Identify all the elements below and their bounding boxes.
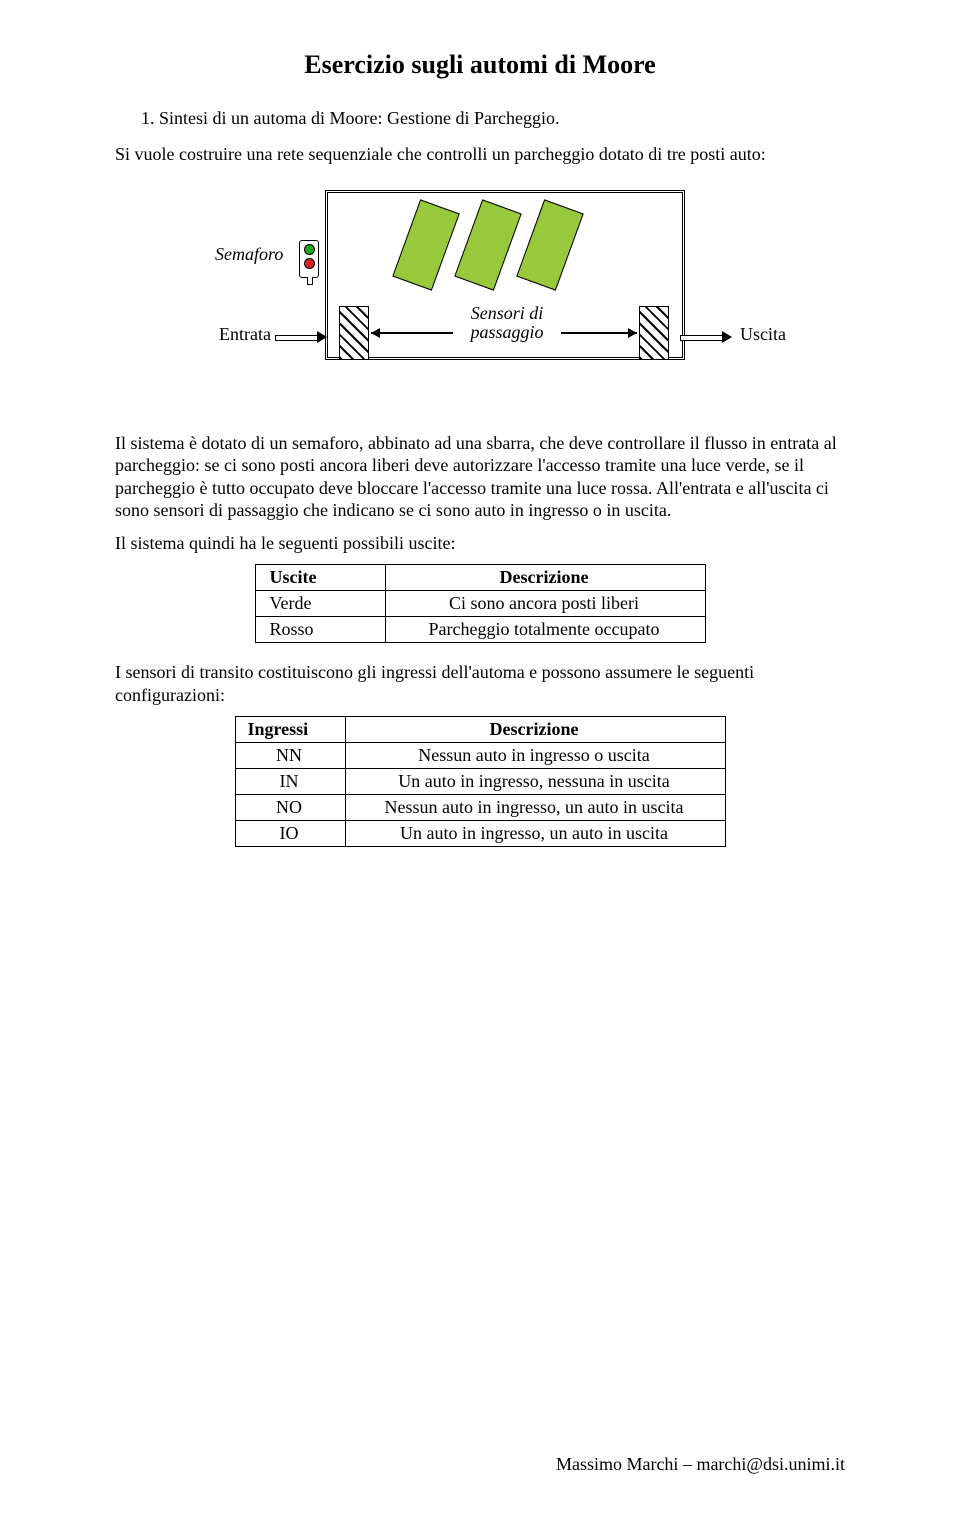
page-title: Esercizio sugli automi di Moore	[115, 50, 845, 80]
ingressi-cell: IO	[235, 821, 345, 847]
ingressi-col-header-1: Descrizione	[345, 717, 725, 743]
section-heading: 1. Sintesi di un automa di Moore: Gestio…	[141, 108, 845, 129]
ingressi-col-header-0: Ingressi	[235, 717, 345, 743]
sensor-arrow-right-icon	[561, 332, 637, 334]
label-semaforo: Semaforo	[215, 244, 283, 265]
ingressi-cell: Un auto in ingresso, nessuna in uscita	[345, 769, 725, 795]
gate-right	[639, 306, 669, 360]
table-header-row: Uscite Descrizione	[255, 565, 705, 591]
label-sensori: Sensori di passaggio	[457, 304, 557, 344]
uscite-cell: Verde	[255, 591, 385, 617]
body-paragraph-3: I sensori di transito costituiscono gli …	[115, 661, 845, 706]
ingressi-cell: Un auto in ingresso, un auto in uscita	[345, 821, 725, 847]
arrow-entrata-icon	[275, 332, 327, 342]
table-row: NO Nessun auto in ingresso, un auto in u…	[235, 795, 725, 821]
traffic-light-icon	[299, 240, 319, 278]
table-row: Rosso Parcheggio totalmente occupato	[255, 617, 705, 643]
ingressi-cell: IN	[235, 769, 345, 795]
label-sensori-line2: passaggio	[470, 322, 543, 342]
page-footer: Massimo Marchi – marchi@dsi.unimi.it	[556, 1454, 845, 1475]
uscite-cell: Parcheggio totalmente occupato	[385, 617, 705, 643]
ingressi-cell: NN	[235, 743, 345, 769]
table-header-row: Ingressi Descrizione	[235, 717, 725, 743]
uscite-cell: Ci sono ancora posti liberi	[385, 591, 705, 617]
sensor-arrow-left-icon	[371, 332, 453, 334]
arrow-uscita-icon	[680, 332, 732, 342]
label-uscita: Uscita	[740, 324, 786, 345]
ingressi-table: Ingressi Descrizione NN Nessun auto in i…	[235, 716, 726, 847]
ingressi-cell: Nessun auto in ingresso o uscita	[345, 743, 725, 769]
uscite-table: Uscite Descrizione Verde Ci sono ancora …	[255, 564, 706, 643]
label-sensori-line1: Sensori di	[471, 303, 544, 323]
gate-left	[339, 306, 369, 360]
uscite-col-header-1: Descrizione	[385, 565, 705, 591]
table-row: Verde Ci sono ancora posti liberi	[255, 591, 705, 617]
intro-paragraph: Si vuole costruire una rete sequenziale …	[115, 143, 845, 166]
ingressi-cell: Nessun auto in ingresso, un auto in usci…	[345, 795, 725, 821]
table-row: NN Nessun auto in ingresso o uscita	[235, 743, 725, 769]
ingressi-cell: NO	[235, 795, 345, 821]
label-entrata: Entrata	[219, 324, 271, 345]
body-paragraph-2: Il sistema quindi ha le seguenti possibi…	[115, 532, 845, 555]
parking-diagram: Semaforo Entrata Sensori di passaggio Us…	[115, 184, 845, 404]
table-row: IN Un auto in ingresso, nessuna in uscit…	[235, 769, 725, 795]
uscite-cell: Rosso	[255, 617, 385, 643]
uscite-col-header-0: Uscite	[255, 565, 385, 591]
body-paragraph-1: Il sistema è dotato di un semaforo, abbi…	[115, 432, 845, 522]
table-row: IO Un auto in ingresso, un auto in uscit…	[235, 821, 725, 847]
